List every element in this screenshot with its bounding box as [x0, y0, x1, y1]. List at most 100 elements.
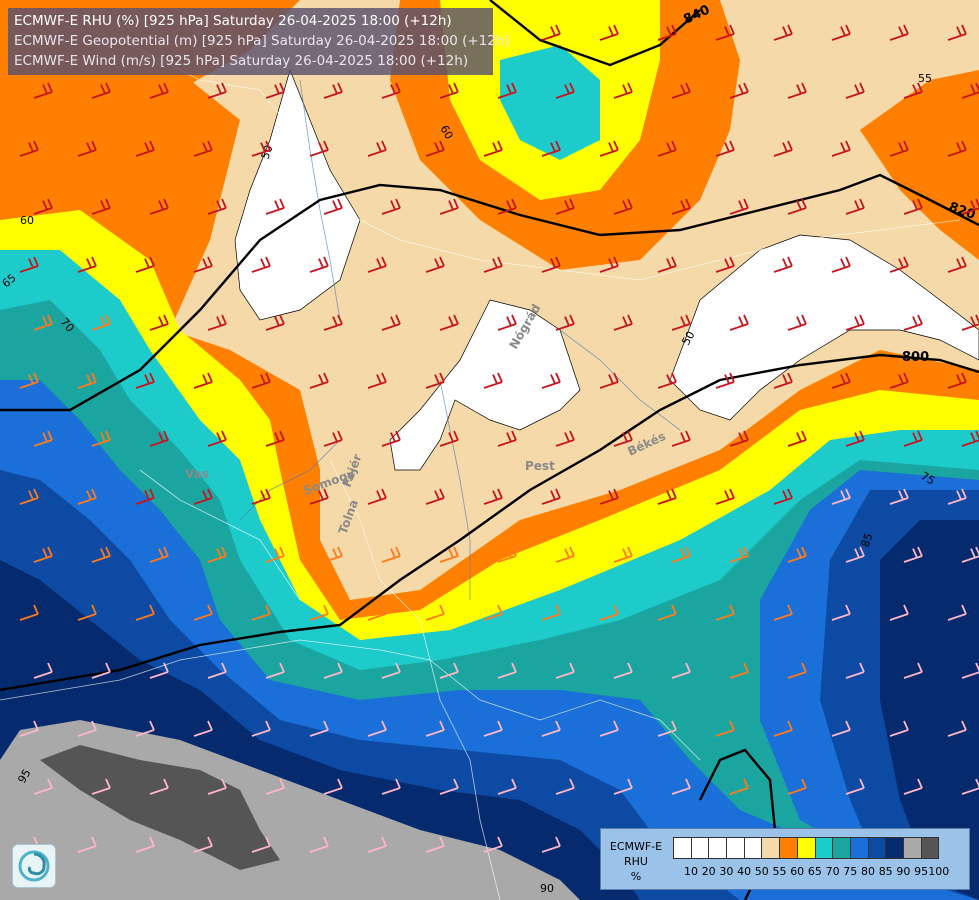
wind-barb-icon: [715, 604, 735, 621]
wind-barb-icon: [265, 662, 285, 679]
wind-barb-icon: [555, 198, 575, 215]
wind-barb-icon: [845, 430, 865, 447]
wind-barb-icon: [135, 140, 155, 157]
wind-barb-icon: [425, 372, 445, 389]
wind-barb-icon: [773, 720, 793, 737]
wind-barb-icon: [483, 372, 503, 389]
meteo-swirl-icon[interactable]: [12, 844, 56, 888]
wind-barb-icon: [149, 314, 169, 331]
svg-text:Pest: Pest: [525, 459, 555, 473]
wind-barb-icon: [773, 140, 793, 157]
wind-barb-icon: [33, 314, 53, 331]
wind-barb-icon: [613, 546, 633, 563]
wind-barb-icon: [207, 198, 227, 215]
svg-text:55: 55: [918, 72, 932, 85]
wind-barb-icon: [903, 546, 923, 563]
wind-barb-icon: [889, 256, 909, 273]
wind-barb-icon: [613, 82, 633, 99]
wind-barb-icon: [961, 82, 979, 99]
wind-barb-icon: [947, 604, 967, 621]
wind-barb-icon: [77, 256, 97, 273]
wind-barb-icon: [831, 604, 851, 621]
svg-text:90: 90: [540, 882, 554, 895]
wind-barb-icon: [729, 314, 749, 331]
wind-barb-icon: [497, 546, 517, 563]
wind-barb-icon: [265, 778, 285, 795]
wind-barb-icon: [715, 488, 735, 505]
wind-barb-icon: [367, 836, 387, 853]
wind-barb-icon: [207, 82, 227, 99]
wind-barb-icon: [613, 662, 633, 679]
legend: ECMWF-E RHU % 10 20 30 40 50 55 60 65 70 75 80 85 90…: [600, 828, 970, 890]
wind-barb-icon: [265, 430, 285, 447]
wind-barb-icon: [483, 140, 503, 157]
wind-barb-icon: [91, 430, 111, 447]
wind-barb-icon: [425, 140, 445, 157]
wind-barb-icon: [149, 778, 169, 795]
wind-barb-icon: [845, 314, 865, 331]
wind-barb-icon: [19, 488, 39, 505]
wind-barb-icon: [323, 314, 343, 331]
wind-barb-icon: [367, 720, 387, 737]
legend-swatch: [743, 837, 763, 859]
wind-barb-icon: [729, 82, 749, 99]
wind-barb-icon: [845, 778, 865, 795]
wind-barb-icon: [729, 546, 749, 563]
wind-barb-icon: [671, 314, 691, 331]
legend-swatch: [902, 837, 922, 859]
rhu-dry-central: [389, 299, 581, 471]
wind-barb-icon: [309, 604, 329, 621]
wind-barb-icon: [323, 546, 343, 563]
svg-text:75: 75: [919, 469, 938, 487]
wind-barb-icon: [439, 546, 459, 563]
wind-barb-icon: [889, 604, 909, 621]
wind-barb-icon: [497, 314, 517, 331]
wind-barb-icon: [439, 82, 459, 99]
wind-barb-icon: [555, 778, 575, 795]
wind-barb-icon: [323, 198, 343, 215]
wind-barb-icon: [541, 720, 561, 737]
wind-barb-icon: [309, 256, 329, 273]
legend-swatch: [832, 837, 851, 859]
wind-barb-icon: [425, 604, 445, 621]
legend-swatch: [761, 837, 781, 859]
wind-barb-icon: [367, 140, 387, 157]
geopotential-label: 800: [902, 350, 929, 365]
wind-barb-icon: [381, 430, 401, 447]
wind-barb-icon: [439, 430, 459, 447]
wind-barb-icon: [149, 198, 169, 215]
wind-barb-icon: [671, 198, 691, 215]
wind-barb-icon: [135, 720, 155, 737]
wind-barb-icon: [831, 140, 851, 157]
wind-barb-icon: [33, 82, 53, 99]
wind-barb-icon: [831, 24, 851, 41]
wind-barb-icon: [251, 140, 271, 157]
wind-barb-icon: [149, 430, 169, 447]
wind-barb-icon: [265, 546, 285, 563]
wind-barb-icon: [33, 662, 53, 679]
wind-barb-icon: [845, 662, 865, 679]
wind-barb-icon: [657, 256, 677, 273]
wind-barb-icon: [367, 256, 387, 273]
wind-barb-icon: [439, 314, 459, 331]
legend-swatch: [849, 837, 869, 859]
wind-barb-icon: [773, 488, 793, 505]
wind-barb-icon: [381, 778, 401, 795]
wind-barb-icon: [657, 372, 677, 389]
wind-barb-icon: [671, 662, 691, 679]
wind-barb-icon: [135, 372, 155, 389]
wind-barb-icon: [135, 836, 155, 853]
wind-barb-icon: [77, 720, 97, 737]
wind-barb-icon: [657, 24, 677, 41]
wind-barb-icon: [613, 198, 633, 215]
wind-barb-icon: [19, 256, 39, 273]
wind-barb-icon: [309, 140, 329, 157]
wind-barb-icon: [555, 82, 575, 99]
wind-barb-icon: [961, 198, 979, 215]
legend-tick-label: 80: [861, 865, 875, 878]
wind-barb-icon: [787, 314, 807, 331]
wind-barb-icon: [381, 546, 401, 563]
wind-barb-icon: [613, 430, 633, 447]
wind-barb-icon: [323, 82, 343, 99]
